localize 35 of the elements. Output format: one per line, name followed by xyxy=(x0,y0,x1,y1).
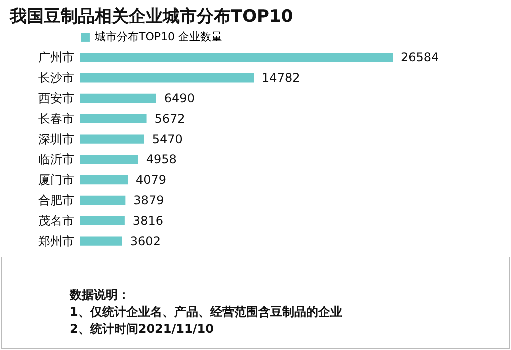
chart-title: 我国豆制品相关企业城市分布TOP10 xyxy=(9,7,294,27)
data-label: 26584 xyxy=(401,50,440,65)
bar xyxy=(80,196,126,206)
legend-label: 城市分布TOP10 企业数量 xyxy=(94,30,223,44)
bar xyxy=(80,74,254,83)
bar xyxy=(80,134,144,144)
y-tick-label: 临沂市 xyxy=(38,152,74,167)
y-tick-label: 郑州市 xyxy=(38,234,74,248)
y-tick-label: 茂名市 xyxy=(38,214,74,228)
data-label: 14782 xyxy=(262,71,300,86)
y-tick-label: 深圳市 xyxy=(38,132,74,146)
y-tick-label: 西安市 xyxy=(38,92,74,106)
data-label: 4079 xyxy=(136,173,167,188)
data-label: 5672 xyxy=(154,112,186,126)
text: 1、仅统计企业名、产品、经营范围含豆制品的企业 xyxy=(70,304,342,321)
bar xyxy=(80,114,147,124)
data-label: 3879 xyxy=(134,193,164,208)
bar xyxy=(80,176,128,185)
data-label: 3602 xyxy=(130,234,161,248)
y-tick-label: 长沙市 xyxy=(38,71,74,86)
y-tick-label: 厦门市 xyxy=(38,173,74,188)
y-tick-label: 长春市 xyxy=(38,112,74,126)
bar xyxy=(80,155,138,164)
bar xyxy=(80,236,122,246)
data-label: 4958 xyxy=(146,152,177,167)
data-label: 6490 xyxy=(164,92,195,106)
y-tick-label: 合肥市 xyxy=(38,193,74,208)
text: 2、统计时间2021/11/10 xyxy=(70,321,215,338)
bar xyxy=(80,53,393,62)
bar xyxy=(80,94,156,104)
y-tick-label: 广州市 xyxy=(38,50,74,65)
data-label: 5470 xyxy=(152,132,183,146)
text: 数据说明： xyxy=(70,287,131,304)
bar xyxy=(80,216,125,226)
data-label: 3816 xyxy=(132,214,164,228)
